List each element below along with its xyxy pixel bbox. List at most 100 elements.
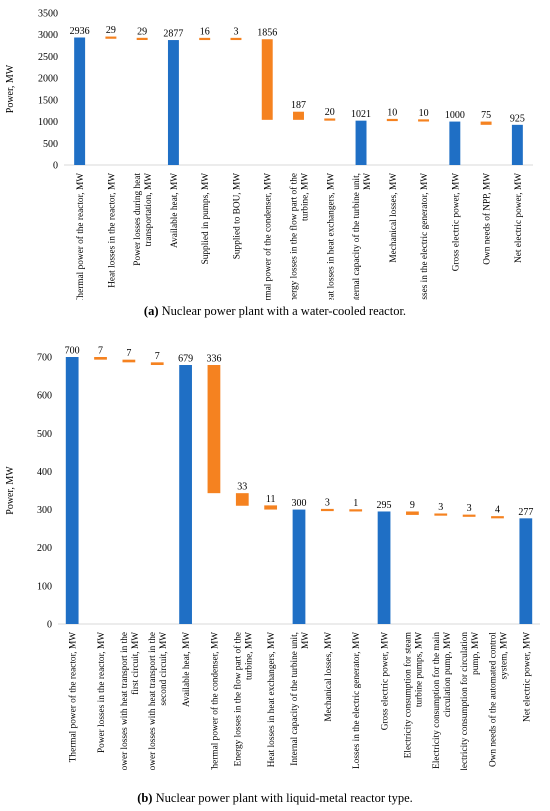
chart-a-y-tick-label: 2500 (38, 52, 58, 63)
chart-b-bar-9 (292, 509, 306, 624)
chart-a-y-tick-label: 3500 (38, 9, 58, 20)
chart-b-category-line: system, MW (499, 632, 509, 680)
chart-a-category-line: Power losses during heat (133, 173, 143, 266)
chart-b-category-line: Power losses in the reactor, MW (97, 632, 107, 753)
chart-a-category-line: Own needs of NPP, MW (482, 173, 493, 265)
chart-a-data-label-9: 20 (325, 107, 335, 118)
chart-a-category-line: turbine, MW (301, 173, 311, 221)
chart-b-bar-1 (65, 357, 79, 624)
chart-b-category-label-8: Heat losses in heat exchangers, MW (267, 632, 277, 768)
chart-a-category-line: Supplied in pumps, MW (201, 173, 211, 265)
chart-b-data-label-4: 7 (155, 351, 160, 362)
chart-b-bar-2 (94, 357, 107, 360)
chart-a-y-axis-label: Power, MW (5, 64, 16, 113)
chart-a-y-tick-label: 0 (53, 161, 58, 172)
chart-b-bar-13 (406, 511, 419, 515)
caption-b-text: Nuclear power plant with liquid-metal re… (152, 791, 413, 805)
chart-a-category-label-12: Losses in the electric generator, MW (420, 173, 430, 300)
chart-b-y-tick-label: 600 (37, 391, 52, 402)
chart-a-category-line: Internal capacity of the turbine unit, (351, 173, 362, 300)
chart-b-category-label-17: Net electric power, MW (522, 632, 532, 722)
chart-b-bar-5 (179, 365, 192, 624)
chart-b-data-label-9: 300 (292, 498, 307, 509)
chart-a-data-label-3: 29 (137, 26, 147, 37)
chart-a-y-tick-label: 500 (43, 139, 58, 150)
chart-a-data-label-6: 3 (233, 26, 238, 37)
chart-a-data-label-11: 10 (387, 107, 397, 118)
waterfall-chart-b: Power, MW 0 100 200 300 400 500 600 700 700 7 7 7 679… (5, 346, 540, 770)
chart-a-category-label-11: Mechanical losses, MW (389, 173, 399, 263)
chart-b-category-label-16: Own needs of the automated controlsystem… (487, 632, 509, 767)
chart-a-category-line: Losses in the electric generator, MW (420, 173, 430, 300)
chart-b-category-label-12: Gross electric power, MW (381, 632, 391, 730)
chart-a-data-label-10: 1021 (351, 109, 371, 120)
chart-a-bar-4 (167, 40, 179, 165)
chart-b-y-tick-label: 200 (37, 543, 52, 554)
chart-a-category-label-7: Thermal power of the condenser, MW (263, 173, 274, 300)
chart-a-bar-6 (230, 37, 242, 41)
chart-a-category-label-9: Heat losses in heat exchangers, MW (326, 173, 336, 300)
chart-b-category-line: Internal capacity of the turbine unit, (289, 632, 300, 766)
chart-b-category-line: MW (301, 632, 311, 649)
chart-b-data-label-6: 336 (206, 354, 221, 365)
chart-a-data-label-13: 1000 (445, 110, 465, 121)
chart-b-bar-15 (462, 514, 476, 517)
chart-b-y-tick-label: 100 (37, 581, 52, 592)
chart-b-category-label-10: Mechanical losses, MW (324, 632, 334, 722)
chart-b-bar-6 (207, 365, 221, 494)
chart-b-bar-7 (235, 493, 249, 506)
chart-a-data-label-2: 29 (106, 25, 116, 36)
chart-b-category-label-14: Electricity consumption for the maincirc… (431, 632, 453, 769)
chart-b-y-axis-label: Power, MW (5, 466, 16, 515)
chart-a-data-label-1: 2936 (70, 26, 90, 37)
chart-b-category-line: Gross electric power, MW (381, 632, 391, 730)
chart-b-category-line: first circuit, MW (130, 632, 141, 695)
chart-b-data-label-2: 7 (98, 346, 103, 357)
chart-b-category-label-1: Thermal power of the reactor, MW (68, 632, 79, 762)
chart-b-category-label-11: Losses in the electric generator, MW (352, 632, 362, 769)
chart-a-category-label-15: Net electric power, MW (514, 173, 524, 263)
chart-a-bar-1 (74, 37, 86, 165)
chart-b-category-label-9: Internal capacity of the turbine unit,MW (289, 632, 311, 766)
chart-a-data-label-4: 2877 (163, 29, 183, 40)
chart-b-data-label-1: 700 (65, 346, 80, 357)
chart-b-category-line: Heat losses in heat exchangers, MW (267, 632, 277, 768)
chart-a-y-tick-label: 2000 (38, 74, 58, 85)
chart-b-category-label-13: Electricity consumption for steamturbine… (402, 631, 424, 758)
chart-b-category-line: turbine pumps, MW (414, 632, 424, 707)
chart-a-category-label-1: Thermal power of the reactor, MW (75, 173, 86, 300)
chart-a-y-tick-label: 3000 (38, 30, 58, 41)
chart-a-category-label-5: Supplied in pumps, MW (201, 173, 211, 265)
chart-a-bar-9 (324, 118, 336, 121)
chart-b-category-label-2: Power losses in the reactor, MW (97, 632, 107, 753)
chart-b-y-tick-label: 0 (47, 620, 52, 631)
chart-b-data-label-17: 277 (518, 507, 533, 518)
chart-a-category-line: Available heat, MW (170, 173, 180, 248)
chart-a-bar-10 (355, 120, 367, 165)
chart-b-category-line: Energy losses in the flow part of the (232, 632, 243, 766)
waterfall-chart-a: Power, MW0500100015002000250030003500293… (5, 9, 533, 300)
chart-a-category-line: Supplied to BOU, MW (232, 173, 242, 259)
chart-a-bar-7 (261, 39, 273, 120)
chart-b-category-line: Net electric power, MW (522, 632, 532, 722)
chart-b-y-tick-label: 400 (37, 467, 52, 478)
chart-a-category-line: Mechanical losses, MW (389, 173, 399, 263)
chart-b-category-label-4: Power losses with heat transport in thes… (148, 632, 169, 770)
chart-b-category-line: Electricity consumption for the main (431, 632, 442, 769)
chart-b-bar-11 (349, 509, 363, 512)
chart-a-bar-11 (386, 118, 398, 122)
chart-a-y-tick-label: 1000 (38, 117, 58, 128)
chart-b-category-line: Thermal power of the condenser, MW (209, 632, 220, 770)
chart-b-category-line: pump, MW (471, 632, 481, 675)
chart-a-category-line: Net electric power, MW (514, 173, 524, 263)
chart-b-data-label-12: 295 (377, 500, 392, 511)
chart-b-bar-16 (491, 516, 504, 519)
caption-b: (b) Nuclear power plant with liquid-meta… (0, 791, 550, 806)
chart-a-category-label-3: Power losses during heattransportation, … (133, 173, 154, 266)
chart-b-category-line: circulation pump, MW (443, 632, 453, 717)
chart-b-bar-17 (519, 518, 533, 624)
chart-b-y-tick-label: 300 (37, 505, 52, 516)
chart-a-data-label-12: 10 (419, 108, 429, 119)
chart-b-data-label-5: 679 (178, 354, 193, 365)
chart-b-bar-4 (150, 362, 164, 366)
